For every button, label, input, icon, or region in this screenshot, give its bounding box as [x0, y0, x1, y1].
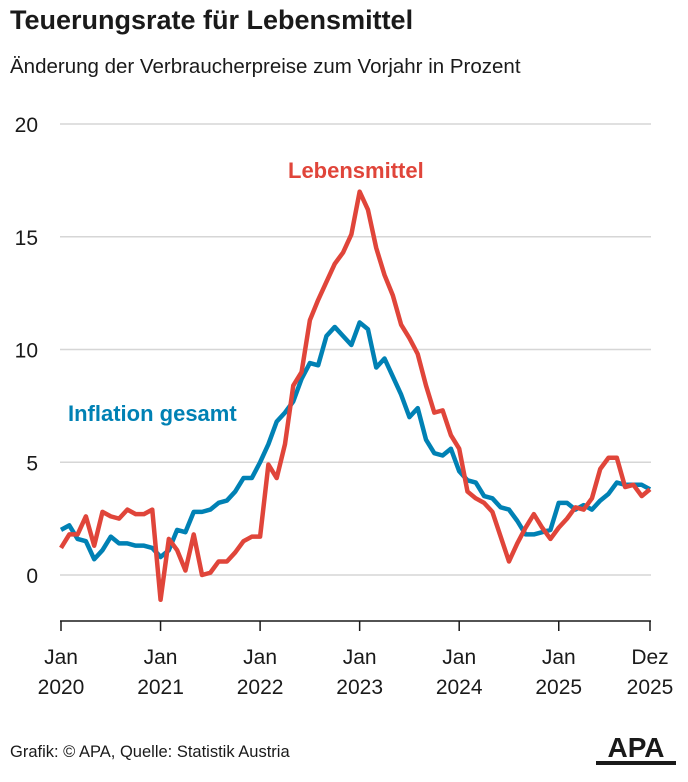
apa-logo: APA — [596, 733, 676, 765]
y-tick-label: 15 — [15, 227, 38, 250]
y-tick-label: 5 — [26, 452, 38, 475]
x-tick-label: Jan — [343, 646, 377, 669]
series-line-inflation — [59, 320, 652, 562]
x-tick-label: 2021 — [137, 676, 184, 699]
legend-label-lebensmittel: Lebensmittel — [288, 158, 424, 183]
x-tick-label: Jan — [442, 646, 476, 669]
x-tick-label: Jan — [243, 646, 277, 669]
y-tick-label: 10 — [15, 340, 38, 363]
line-chart: 0 5 10 15 20 Jan 2020 Jan 2021 Jan 2022 Jan 2023 Jan 2… — [15, 114, 674, 699]
x-tick-label: Jan — [542, 646, 576, 669]
x-tick-label: 2022 — [237, 676, 284, 699]
x-tick-label: 2025 — [627, 676, 674, 699]
x-tick-label: 2024 — [436, 676, 483, 699]
x-tick-label: Dez — [631, 646, 668, 669]
x-tick-label: 2023 — [336, 676, 383, 699]
legend-label-inflation: Inflation gesamt — [68, 401, 237, 426]
series-line-lebensmittel — [59, 189, 652, 603]
x-tick-label: Jan — [144, 646, 178, 669]
chart-subtitle: Änderung der Verbraucherpreise zum Vorja… — [10, 55, 521, 78]
y-tick-label: 0 — [26, 565, 38, 588]
x-tick-label: 2020 — [38, 676, 85, 699]
y-tick-label: 20 — [15, 114, 38, 137]
x-tick-label: 2025 — [535, 676, 582, 699]
x-tick-label: Jan — [44, 646, 78, 669]
source-note: Grafik: © APA, Quelle: Statistik Austria — [10, 743, 290, 761]
chart-title: Teuerungsrate für Lebensmittel — [10, 5, 414, 35]
svg-text:APA: APA — [607, 733, 664, 763]
